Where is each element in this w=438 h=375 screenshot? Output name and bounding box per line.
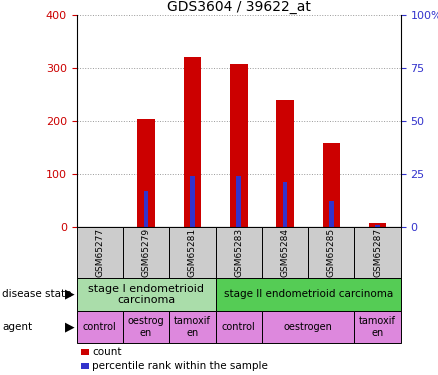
Text: GSM65285: GSM65285 [327,228,336,277]
Bar [184,57,201,227]
Bar [283,182,287,227]
Bar [262,227,308,278]
Text: GSM65279: GSM65279 [141,228,151,277]
Bar [375,225,380,227]
Text: oestrogen: oestrogen [284,322,332,332]
Text: GSM65277: GSM65277 [95,228,104,277]
Text: control: control [83,322,117,332]
Bar [77,311,123,343]
Bar [169,227,215,278]
Text: GSM65281: GSM65281 [188,228,197,277]
Bar [237,176,241,227]
Bar [144,191,148,227]
Text: GSM65287: GSM65287 [373,228,382,277]
Bar [354,227,401,278]
Bar [276,100,294,227]
Text: GSM65283: GSM65283 [234,228,243,277]
Bar [262,311,354,343]
Text: ▶: ▶ [65,288,75,301]
Bar [169,311,215,343]
Text: control: control [222,322,256,332]
Bar [329,201,334,227]
Bar [354,311,401,343]
Bar [308,227,354,278]
Text: stage II endometrioid carcinoma: stage II endometrioid carcinoma [223,290,393,299]
Bar [215,227,262,278]
Bar [190,176,195,227]
Bar [369,223,386,227]
Text: count: count [92,347,122,357]
Text: oestrog
en: oestrog en [128,316,164,338]
Bar [137,119,155,227]
Text: percentile rank within the sample: percentile rank within the sample [92,361,268,371]
Bar [77,227,123,278]
Text: GSM65284: GSM65284 [280,228,290,277]
Bar [77,278,215,311]
Text: agent: agent [2,322,32,332]
Title: GDS3604 / 39622_at: GDS3604 / 39622_at [167,0,311,14]
Bar [123,311,169,343]
Text: tamoxif
en: tamoxif en [174,316,211,338]
Text: disease state: disease state [2,290,72,299]
Text: ▶: ▶ [65,321,75,334]
Bar [322,143,340,227]
Bar [123,227,169,278]
Text: tamoxif
en: tamoxif en [359,316,396,338]
Bar [215,311,262,343]
Text: stage I endometrioid
carcinoma: stage I endometrioid carcinoma [88,284,204,305]
Bar [215,278,401,311]
Bar [230,64,247,227]
